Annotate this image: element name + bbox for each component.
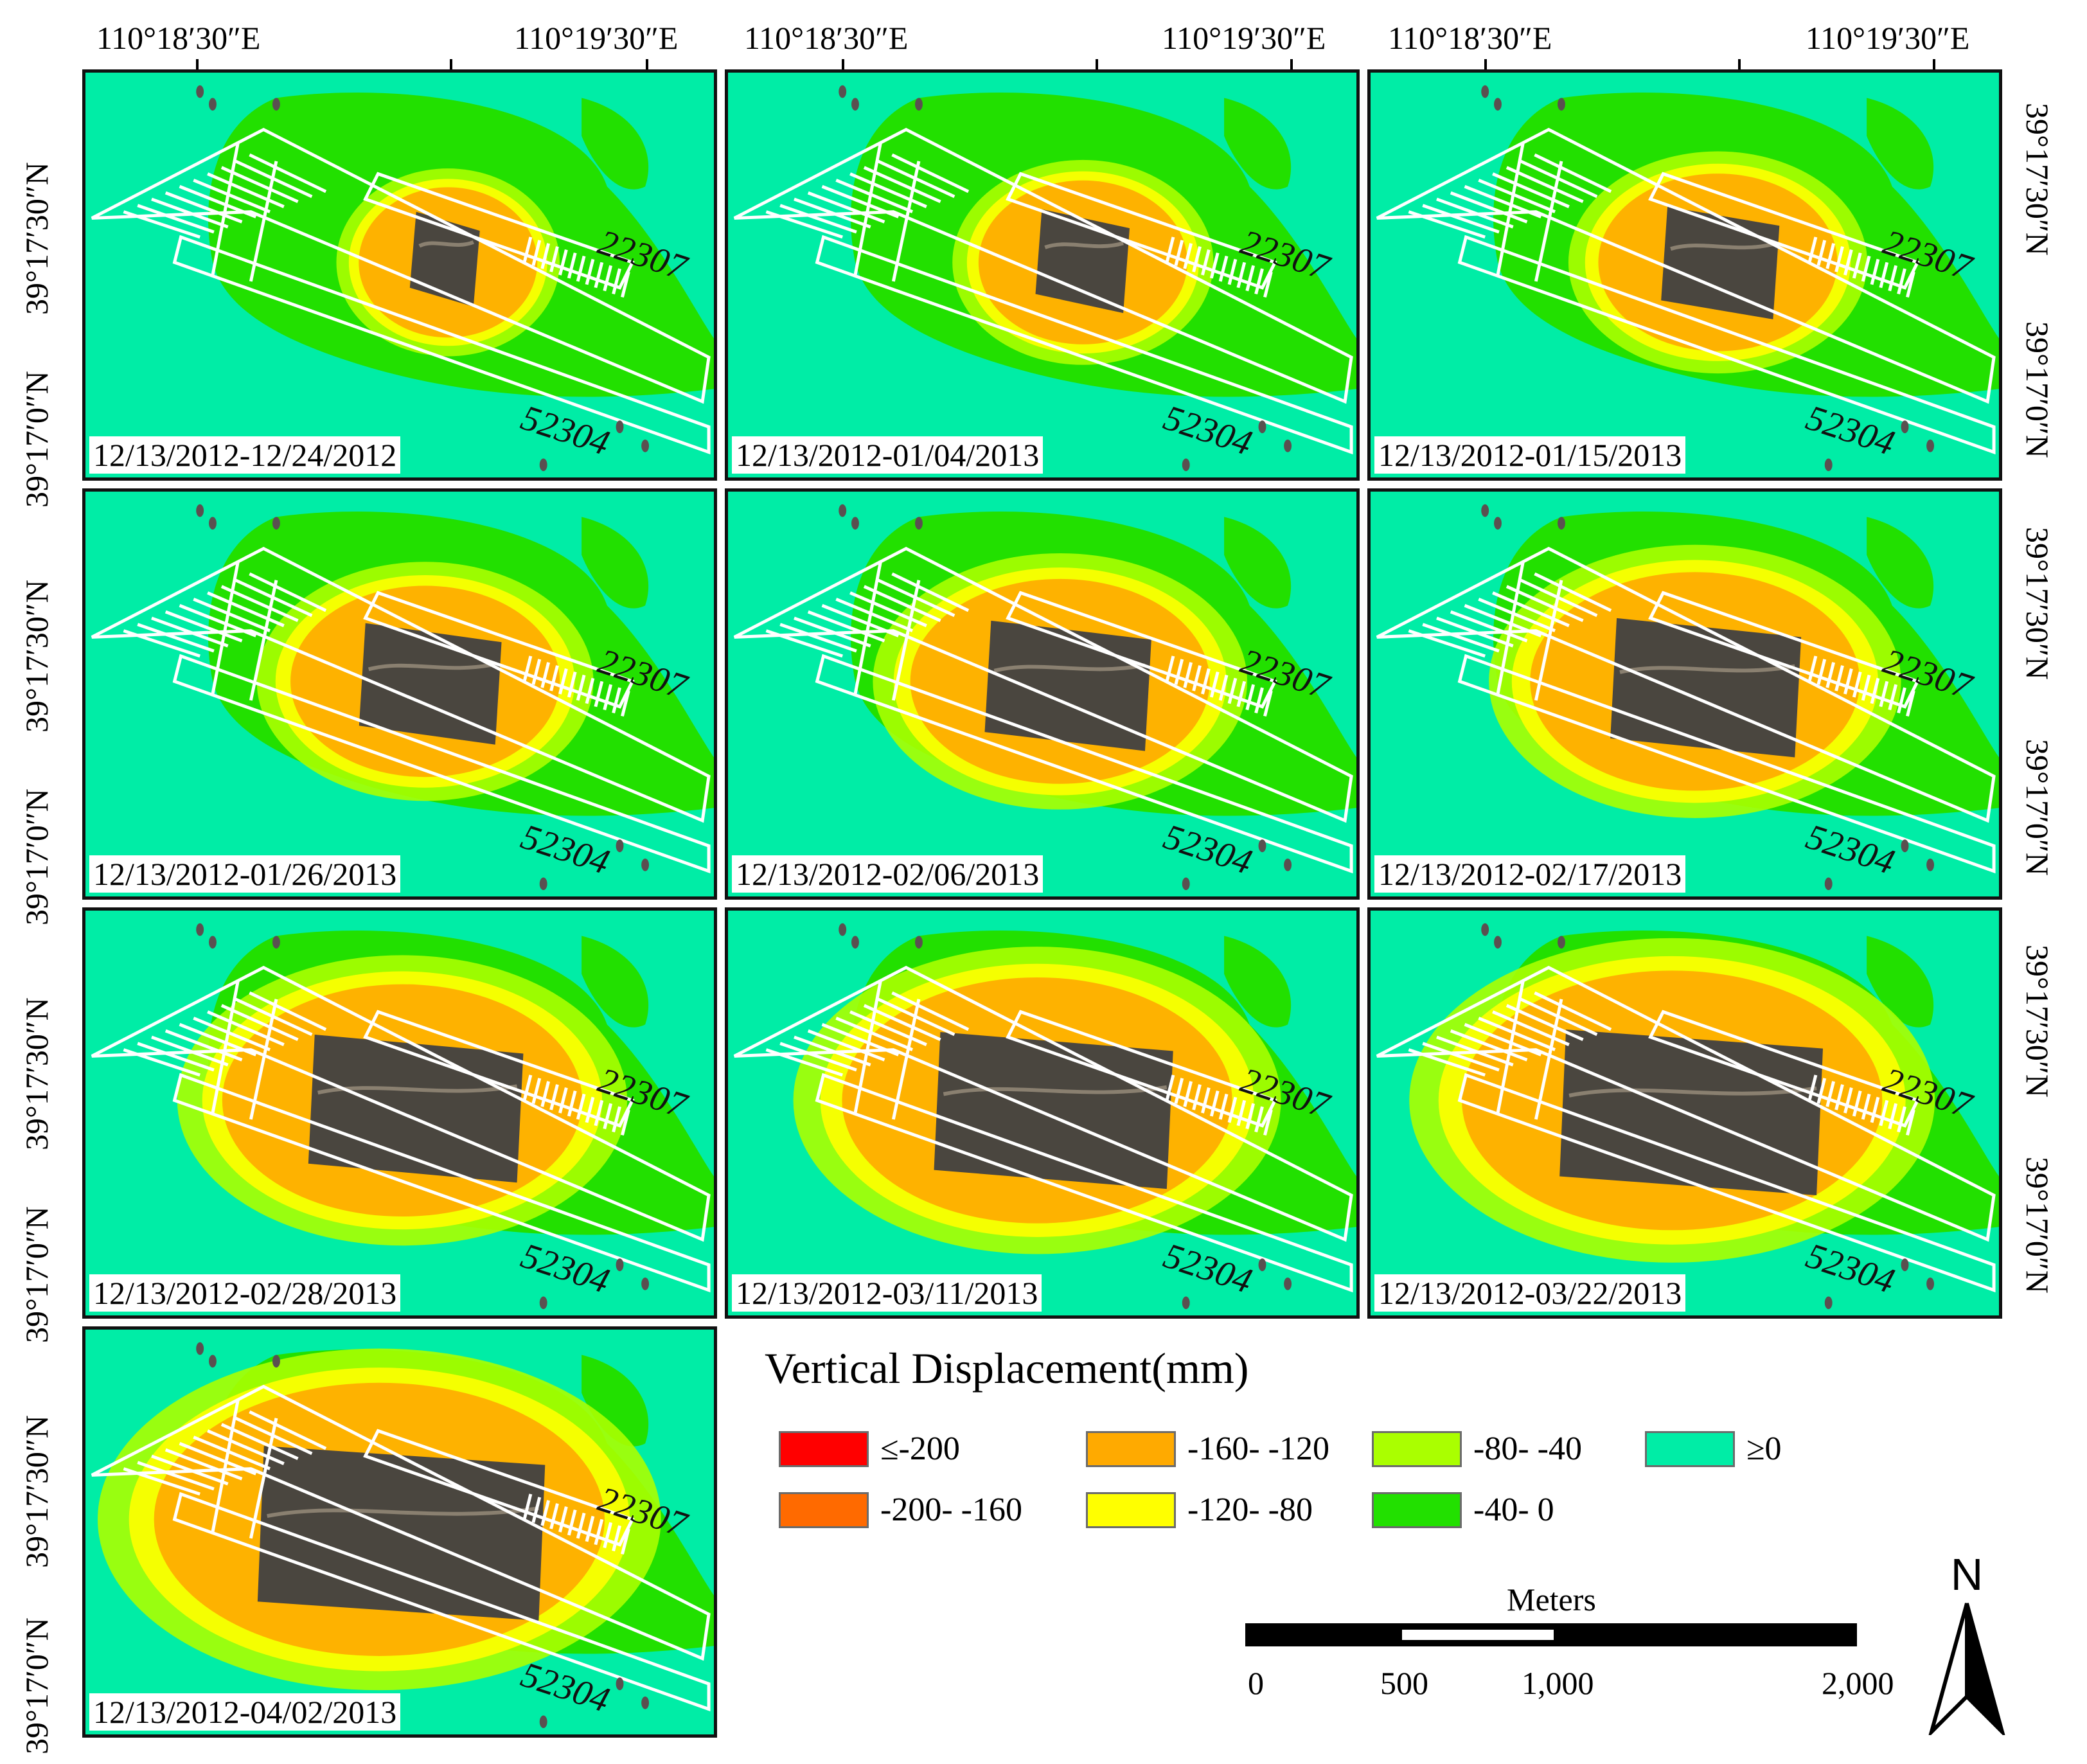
top-tick [450,59,452,71]
legend-item: -200- -160 [779,1491,1022,1529]
lon-label-col2-a: 110°18′30″E [744,20,909,56]
map-panel: 22307 52304 12/13/2012-04/02/2013 [82,1326,717,1738]
date-range-label: 12/13/2012-12/24/2012 [89,436,401,474]
lat-label-row2-b: 39°17′0″N [19,788,55,925]
legend-swatch [1372,1492,1462,1528]
date-range-label: 12/13/2012-02/17/2013 [1374,855,1686,893]
date-range-label: 12/13/2012-01/26/2013 [89,855,401,893]
lat-label-row4-a: 39°17′30″N [19,1415,55,1568]
lat-label-row1-b: 39°17′0″N [19,371,55,508]
displacement-map [733,504,1356,891]
map-panel: 22307 52304 12/13/2012-03/22/2013 [1367,907,2002,1319]
lat-label-row2-a: 39°17′30″N [19,580,55,733]
top-tick [1096,59,1098,71]
scale-tick-label: 500 [1380,1665,1428,1701]
legend-swatch [1086,1430,1176,1467]
date-range-label: 12/13/2012-01/04/2013 [732,436,1044,474]
map-panel: 22307 52304 12/13/2012-12/24/2012 [82,69,717,481]
lat-label-row4-b: 39°17′0″N [19,1617,55,1754]
scale-tick-label: 2,000 [1822,1665,1894,1701]
legend-label: -40- 0 [1473,1492,1554,1528]
legend-item: -80- -40 [1372,1430,1582,1468]
map-panel: 22307 52304 12/13/2012-02/06/2013 [725,488,1360,900]
scale-unit: Meters [1507,1581,1596,1617]
top-tick [1290,59,1293,71]
legend-swatch [1086,1492,1176,1528]
map-panel: 22307 52304 12/13/2012-01/15/2013 [1367,69,2002,481]
map-panel: 22307 52304 12/13/2012-02/28/2013 [82,907,717,1319]
lat-label-row3-a: 39°17′30″N [19,997,55,1150]
north-arrow-icon [1928,1603,2006,1739]
lon-label-col2-b: 110°19′30″E [1162,20,1326,56]
lon-label-col1-b: 110°19′30″E [514,20,679,56]
displacement-map [733,923,1356,1310]
lat-label-row1-a: 39°17′30″N [19,162,55,315]
displacement-map [91,504,714,891]
legend-label: ≥0 [1746,1430,1782,1467]
legend-item: -120- -80 [1086,1491,1313,1529]
top-tick [842,59,844,71]
lat-label-right-row1-a: 39°17′30″N [2020,103,2056,256]
date-range-label: 12/13/2012-03/11/2013 [732,1274,1042,1312]
top-tick [1484,59,1487,71]
legend-item: ≥0 [1645,1430,1782,1468]
legend-item: -160- -120 [1086,1430,1329,1468]
top-tick [1738,59,1741,71]
displacement-map [1376,923,1999,1310]
legend-swatch [1372,1430,1462,1467]
legend-swatch [1645,1430,1735,1467]
date-range-label: 12/13/2012-02/28/2013 [89,1274,401,1312]
date-range-label: 12/13/2012-01/15/2013 [1374,436,1686,474]
displacement-map [91,1342,714,1729]
top-tick [1933,59,1935,71]
map-panel: 22307 52304 12/13/2012-01/04/2013 [725,69,1360,481]
legend-swatch [779,1430,869,1467]
scale-tick-label: 1,000 [1522,1665,1594,1701]
legend-label: ≤-200 [880,1430,960,1467]
displacement-map [1376,504,1999,891]
displacement-map [733,85,1356,472]
legend-label: -120- -80 [1187,1492,1313,1528]
top-tick [196,59,199,71]
legend-label: -160- -120 [1187,1430,1329,1467]
scale-bar-segment [1402,1630,1554,1640]
lat-label-right-row1-b: 39°17′0″N [2020,321,2056,458]
lat-label-row3-b: 39°17′0″N [19,1206,55,1343]
lat-label-right-row3-a: 39°17′30″N [2020,945,2056,1098]
date-range-label: 12/13/2012-04/02/2013 [89,1693,401,1731]
displacement-map [91,85,714,472]
legend-title: Vertical Displacement(mm) [765,1344,1249,1393]
legend-label: -80- -40 [1473,1430,1582,1467]
legend-swatch [779,1492,869,1528]
lat-label-right-row2-a: 39°17′30″N [2020,527,2056,680]
date-range-label: 12/13/2012-03/22/2013 [1374,1274,1686,1312]
displacement-map [91,923,714,1310]
lat-label-right-row3-b: 39°17′0″N [2020,1157,2056,1294]
lat-label-right-row2-b: 39°17′0″N [2020,739,2056,876]
scale-bar [1245,1623,1857,1646]
legend-item: -40- 0 [1372,1491,1554,1529]
date-range-label: 12/13/2012-02/06/2013 [732,855,1044,893]
north-label: N [1950,1549,1984,1599]
scale-tick-label: 0 [1248,1665,1264,1701]
legend-item: ≤-200 [779,1430,960,1468]
map-panel: 22307 52304 12/13/2012-03/11/2013 [725,907,1360,1319]
map-panel: 22307 52304 12/13/2012-02/17/2013 [1367,488,2002,900]
top-tick [646,59,648,71]
lon-label-col3-a: 110°18′30″E [1388,20,1552,56]
lon-label-col1-a: 110°18′30″E [96,20,261,56]
displacement-map [1376,85,1999,472]
north-arrow: N [1925,1549,2009,1739]
map-panel: 22307 52304 12/13/2012-01/26/2013 [82,488,717,900]
legend-label: -200- -160 [880,1492,1022,1528]
lon-label-col3-b: 110°19′30″E [1806,20,1970,56]
